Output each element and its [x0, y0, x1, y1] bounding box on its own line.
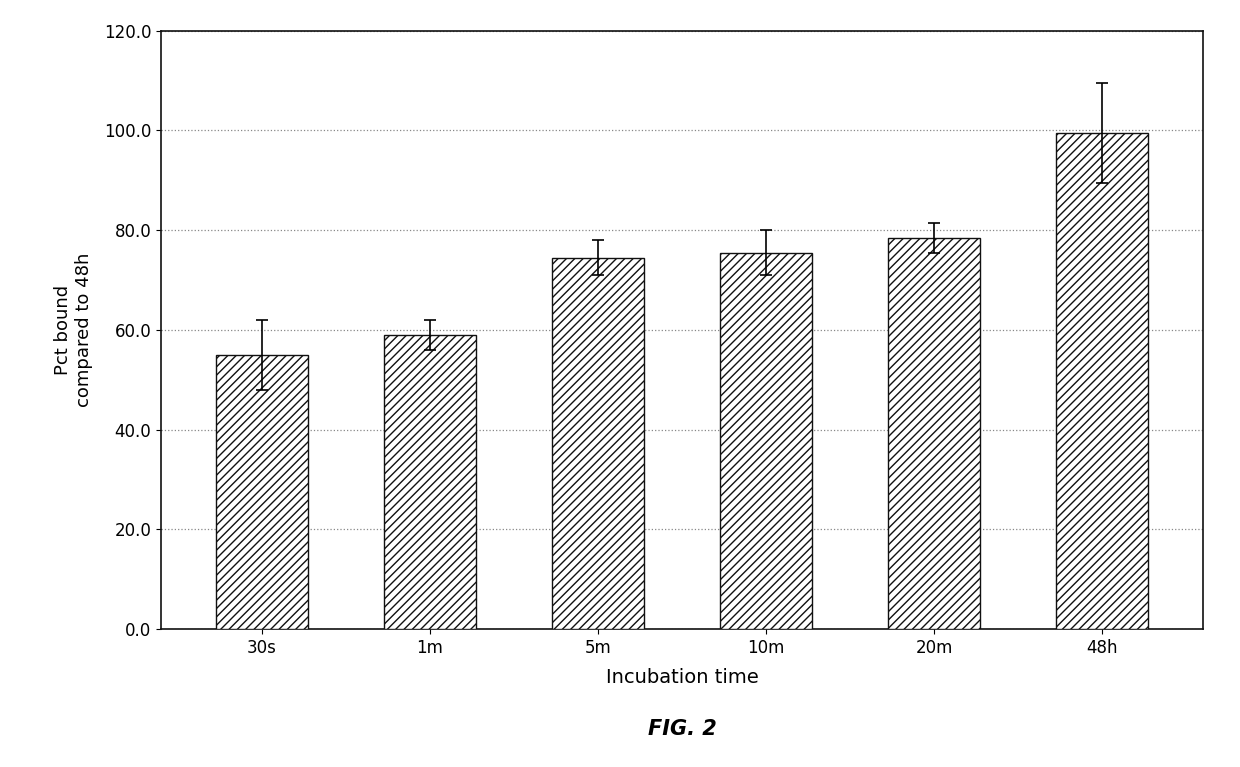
- Bar: [384, 335, 476, 629]
- Bar: [552, 258, 645, 629]
- Bar: [719, 252, 812, 629]
- Bar: [1055, 133, 1148, 629]
- Bar: [888, 238, 980, 629]
- X-axis label: Incubation time: Incubation time: [605, 668, 759, 686]
- Text: FIG. 2: FIG. 2: [647, 719, 717, 739]
- Bar: [216, 355, 309, 629]
- Y-axis label: Pct bound
compared to 48h: Pct bound compared to 48h: [55, 252, 93, 407]
